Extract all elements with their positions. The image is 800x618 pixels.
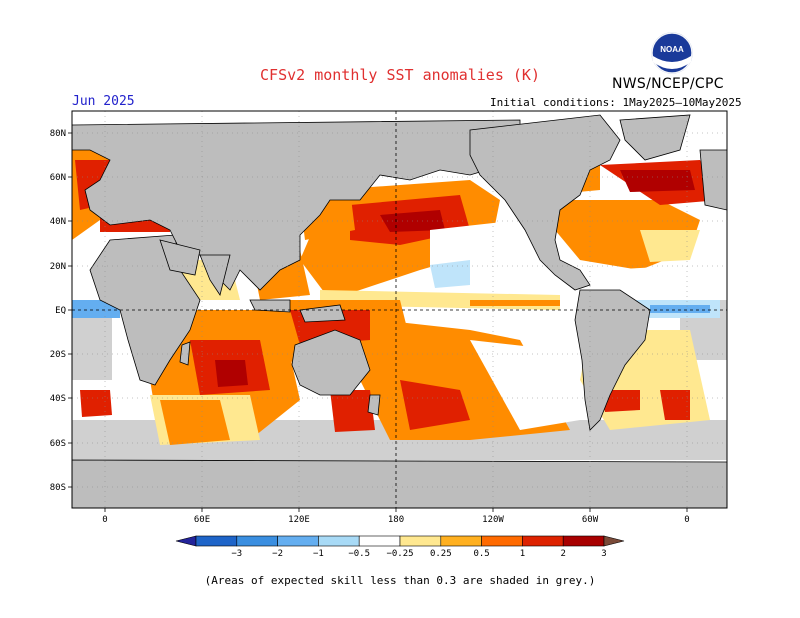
lat-label: 80S <box>50 483 66 493</box>
lat-label: 40S <box>50 394 66 404</box>
initial-conditions: Initial conditions: 1May2025–10May2025 <box>490 96 742 109</box>
colorbar-swatch <box>318 535 360 547</box>
colorbar-swatch <box>399 535 442 547</box>
lat-label: 40N <box>50 217 66 227</box>
lon-label: 120E <box>288 515 310 525</box>
latitude-labels: 80N 60N 40N 20N EQ 20S 40S 60S 80S <box>50 129 66 493</box>
colorbar-min-arrow <box>175 535 197 547</box>
lat-label: 60S <box>50 439 66 449</box>
lon-label: 0 <box>102 515 107 525</box>
colorbar-swatch <box>481 535 523 547</box>
colorbar-swatch <box>440 535 482 547</box>
lon-label: 60W <box>582 515 599 525</box>
colorbar: −3 −2 −1 −0.5 −0.25 0.25 0.5 1 2 3 <box>175 535 625 559</box>
colorbar-label: 3 <box>601 549 606 559</box>
lat-label: 20S <box>50 350 66 360</box>
colorbar-label: −0.25 <box>386 549 413 559</box>
lon-label: 60E <box>194 515 210 525</box>
lat-label: 80N <box>50 129 66 139</box>
noaa-logo: NOAA <box>651 32 693 74</box>
lon-label: 180 <box>388 515 404 525</box>
land-masses <box>72 114 727 508</box>
reference-lines <box>72 111 727 508</box>
noaa-logo-text: NOAA <box>660 45 684 54</box>
longitude-labels: 0 60E 120E 180 120W 60W 0 <box>102 515 689 525</box>
colorbar-max-arrow <box>603 535 625 547</box>
colorbar-label: −1 <box>313 549 324 559</box>
lat-ticks <box>68 132 72 488</box>
colorbar-label: −3 <box>231 549 242 559</box>
colorbar-label: 0.5 <box>473 549 489 559</box>
colorbar-swatch <box>277 535 319 547</box>
agency-label: NWS/NCEP/CPC <box>612 76 724 92</box>
lat-label: EQ <box>55 306 66 316</box>
colorbar-label: 2 <box>560 549 565 559</box>
colorbar-swatch <box>195 535 238 547</box>
lat-label: 20N <box>50 262 66 272</box>
colorbar-label: −2 <box>272 549 283 559</box>
lat-label: 60N <box>50 173 66 183</box>
colorbar-swatch <box>562 535 605 547</box>
colorbar-swatch <box>358 535 401 547</box>
colorbar-label: −0.5 <box>348 549 370 559</box>
colorbar-swatch <box>522 535 564 547</box>
colorbar-swatch <box>236 535 278 547</box>
footnote: (Areas of expected skill less than 0.3 a… <box>204 574 596 587</box>
chart-title: CFSv2 monthly SST anomalies (K) <box>260 66 540 84</box>
colorbar-label: 1 <box>520 549 525 559</box>
valid-month: Jun 2025 <box>72 94 135 109</box>
lon-ticks <box>104 508 688 512</box>
colorbar-label: 0.25 <box>430 549 452 559</box>
grid <box>72 111 727 508</box>
lon-label: 0 <box>684 515 689 525</box>
lon-label: 120W <box>482 515 504 525</box>
map-frame <box>71 110 728 509</box>
